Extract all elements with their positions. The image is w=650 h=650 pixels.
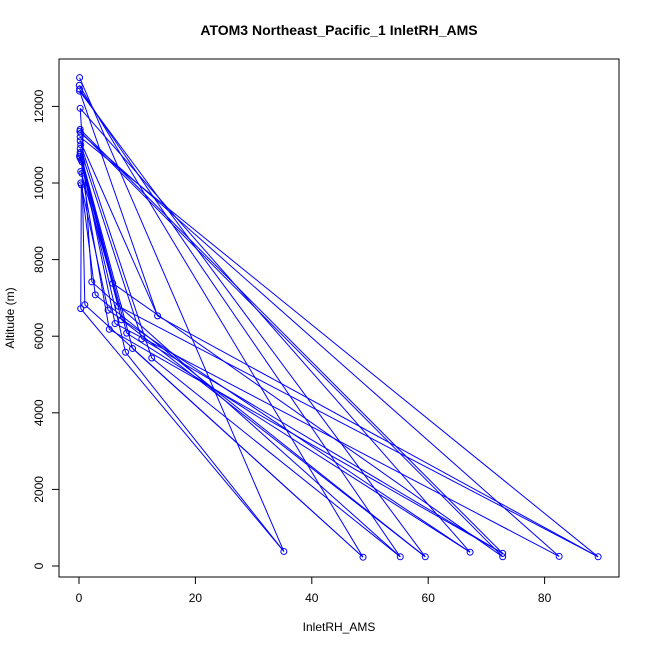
data-point: [117, 316, 125, 324]
data-point: [122, 348, 130, 356]
data-point: [555, 552, 563, 560]
y-tick-label: 4000: [32, 399, 46, 426]
series-line-segment: [80, 184, 82, 309]
series-line-segment: [79, 107, 471, 553]
data-point: [77, 129, 85, 137]
series-line-segment: [79, 88, 401, 558]
series-line-segment: [80, 132, 560, 557]
y-axis-label: Altitude (m): [3, 287, 17, 348]
data-point: [76, 87, 84, 95]
y-tick-label: 8000: [32, 246, 46, 273]
data-point: [594, 553, 602, 561]
data-point: [76, 104, 84, 112]
series-line-segment: [91, 281, 401, 558]
series-line-segment: [121, 319, 426, 558]
data-point: [499, 549, 507, 557]
series-line-segment: [79, 130, 504, 558]
series-line-segment: [79, 108, 93, 282]
series-lines: [78, 77, 599, 558]
data-point: [396, 553, 404, 561]
y-tick-label: 0: [32, 562, 46, 569]
data-point: [77, 305, 85, 313]
data-point: [78, 169, 86, 177]
data-point: [421, 553, 429, 561]
data-point: [499, 553, 507, 561]
data-point: [105, 325, 113, 333]
series-line-segment: [79, 136, 599, 558]
x-tick-label: 80: [538, 591, 552, 605]
series-line-segment: [79, 152, 134, 349]
x-tick-label: 60: [422, 591, 436, 605]
y-tick-label: 10000: [32, 166, 46, 200]
data-point: [78, 158, 86, 166]
x-axis-label: InletRH_AMS: [303, 620, 376, 634]
series-line-segment: [80, 184, 96, 295]
series-line-segment: [79, 129, 504, 554]
data-point: [76, 74, 84, 82]
series-line-segment: [112, 282, 503, 558]
y-axis: 0 2000 4000 6000 8000 10000 12000: [32, 89, 60, 569]
data-point: [115, 302, 123, 310]
data-point: [359, 553, 367, 561]
y-tick-label: 6000: [32, 323, 46, 350]
data-point: [148, 354, 156, 362]
data-point: [466, 548, 474, 556]
chart-title: ATOM3 Northeast_Pacific_1 InletRH_AMS: [200, 22, 477, 38]
data-point: [81, 301, 89, 309]
series-line-segment: [118, 305, 599, 558]
x-axis: 0 20 40 60 80: [76, 576, 552, 605]
series-line-segment: [79, 90, 159, 317]
series-line-segment: [132, 348, 364, 558]
series-line-segment: [78, 85, 364, 558]
data-point: [129, 344, 137, 352]
series-line-segment: [125, 351, 285, 552]
series-line-segment: [79, 77, 285, 552]
series-line-segment: [79, 90, 426, 558]
data-point: [76, 85, 84, 93]
data-point: [88, 278, 96, 286]
x-tick-label: 20: [189, 591, 203, 605]
series-line-segment: [126, 332, 471, 553]
x-tick-label: 0: [76, 591, 83, 605]
data-point: [109, 279, 117, 287]
series-line-segment: [151, 357, 401, 558]
data-point: [154, 312, 162, 320]
data-point: [91, 291, 99, 299]
x-tick-label: 40: [305, 591, 319, 605]
y-tick-label: 12000: [32, 89, 46, 123]
series-line-segment: [80, 144, 153, 359]
series-line-segment: [79, 140, 159, 317]
data-point: [111, 320, 119, 328]
series-line-segment: [80, 182, 109, 311]
data-point: [76, 137, 84, 145]
data-point: [104, 306, 112, 314]
data-point: [77, 141, 85, 149]
data-point: [138, 335, 146, 343]
series-line-segment: [109, 328, 503, 554]
data-point: [280, 547, 288, 555]
series-line-segment: [81, 161, 116, 324]
data-point: [76, 133, 84, 141]
series-line-segment: [157, 315, 599, 558]
y-tick-label: 2000: [32, 476, 46, 503]
data-point: [77, 181, 85, 189]
series-line-segment: [141, 338, 503, 554]
series-line-segment: [80, 308, 285, 552]
series-line-segment: [79, 148, 143, 340]
data-point: [123, 329, 131, 337]
series-points: [75, 74, 602, 561]
series-line-segment: [114, 323, 560, 557]
